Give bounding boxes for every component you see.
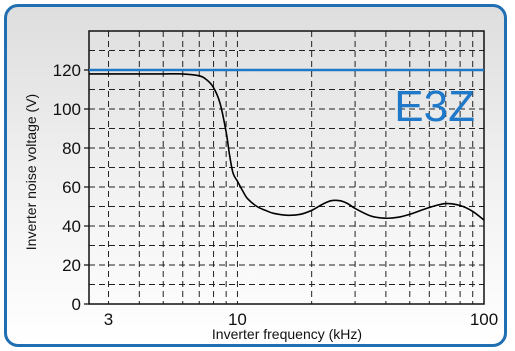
y-tick-label: 120 xyxy=(53,61,81,80)
y-axis-label: Inverter noise voltage (V) xyxy=(23,94,39,250)
x-tick-label: 3 xyxy=(104,310,113,329)
y-tick-label: 100 xyxy=(53,100,81,119)
x-tick-label: 100 xyxy=(470,310,498,329)
y-axis: 0 20 40 60 80 100 120 xyxy=(53,61,89,314)
series-line xyxy=(89,72,484,221)
chart: 0 20 40 60 80 100 120 3 10 100 E3Z Inverter nois… xyxy=(23,30,498,342)
product-label-e3z: E3Z xyxy=(394,82,475,131)
grid xyxy=(89,31,484,304)
y-tick-label: 60 xyxy=(62,178,81,197)
y-tick-label: 20 xyxy=(62,256,81,275)
y-tick-label: 80 xyxy=(62,139,81,158)
x-tick-label: 10 xyxy=(228,310,247,329)
x-axis-label: Inverter frequency (kHz) xyxy=(212,326,362,342)
chart-frame: 0 20 40 60 80 100 120 3 10 100 E3Z Inverter nois… xyxy=(4,4,507,347)
plot-area-border xyxy=(88,30,485,305)
y-tick-label: 40 xyxy=(62,217,81,236)
x-axis: 3 10 100 xyxy=(104,310,498,329)
y-tick-label: 0 xyxy=(72,295,81,314)
